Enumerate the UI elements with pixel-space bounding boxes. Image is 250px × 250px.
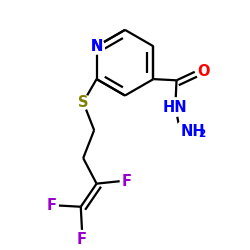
Text: F: F [77,232,87,247]
Text: F: F [122,174,132,189]
Circle shape [89,38,104,54]
Text: HN: HN [163,100,188,114]
Circle shape [166,98,184,116]
Circle shape [76,95,90,110]
Text: NH: NH [180,124,205,139]
Text: 2: 2 [198,129,205,139]
Text: N: N [90,39,103,54]
Text: O: O [197,64,210,79]
Text: S: S [78,95,88,110]
Text: N: N [90,39,103,54]
Circle shape [175,120,197,142]
Text: F: F [47,198,57,213]
